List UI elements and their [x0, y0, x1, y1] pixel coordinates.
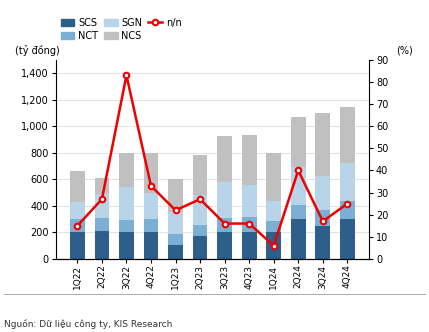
Bar: [168, 212, 183, 234]
Bar: [94, 178, 109, 194]
Bar: [340, 219, 355, 259]
Bar: [144, 193, 158, 219]
Bar: [217, 136, 232, 182]
Bar: [242, 185, 257, 217]
Bar: [94, 231, 109, 259]
Bar: [242, 232, 257, 259]
Bar: [291, 167, 305, 205]
Bar: [291, 219, 305, 259]
Bar: [119, 232, 134, 259]
Bar: [291, 205, 305, 219]
Bar: [291, 117, 305, 167]
Bar: [266, 201, 281, 221]
Bar: [242, 135, 257, 185]
Text: Nguồn: Dữ liệu công ty, KIS Research: Nguồn: Dữ liệu công ty, KIS Research: [4, 319, 172, 329]
Bar: [144, 219, 158, 232]
Bar: [119, 220, 134, 232]
Bar: [217, 232, 232, 259]
Bar: [70, 171, 85, 202]
Bar: [168, 245, 183, 259]
Bar: [242, 217, 257, 232]
Bar: [340, 201, 355, 219]
Bar: [315, 176, 330, 210]
Bar: [266, 232, 281, 259]
Bar: [340, 163, 355, 201]
Bar: [119, 187, 134, 220]
Text: (tỷ đồng): (tỷ đồng): [15, 45, 60, 56]
Bar: [193, 225, 208, 236]
Bar: [144, 232, 158, 259]
Bar: [193, 195, 208, 225]
Bar: [119, 153, 134, 187]
Text: (%): (%): [396, 46, 413, 56]
Bar: [70, 202, 85, 219]
Bar: [193, 155, 208, 195]
Bar: [315, 113, 330, 176]
Bar: [94, 194, 109, 218]
Bar: [144, 153, 158, 193]
Bar: [94, 218, 109, 231]
Bar: [266, 221, 281, 232]
Legend: SCS, NCT, SGN, NCS, n/n: SCS, NCT, SGN, NCS, n/n: [60, 18, 181, 41]
Bar: [315, 210, 330, 226]
Bar: [168, 234, 183, 245]
Bar: [217, 218, 232, 232]
Bar: [193, 236, 208, 259]
Bar: [340, 107, 355, 163]
Bar: [315, 226, 330, 259]
Bar: [168, 179, 183, 212]
Bar: [70, 219, 85, 232]
Bar: [217, 182, 232, 218]
Bar: [266, 153, 281, 201]
Bar: [70, 232, 85, 259]
